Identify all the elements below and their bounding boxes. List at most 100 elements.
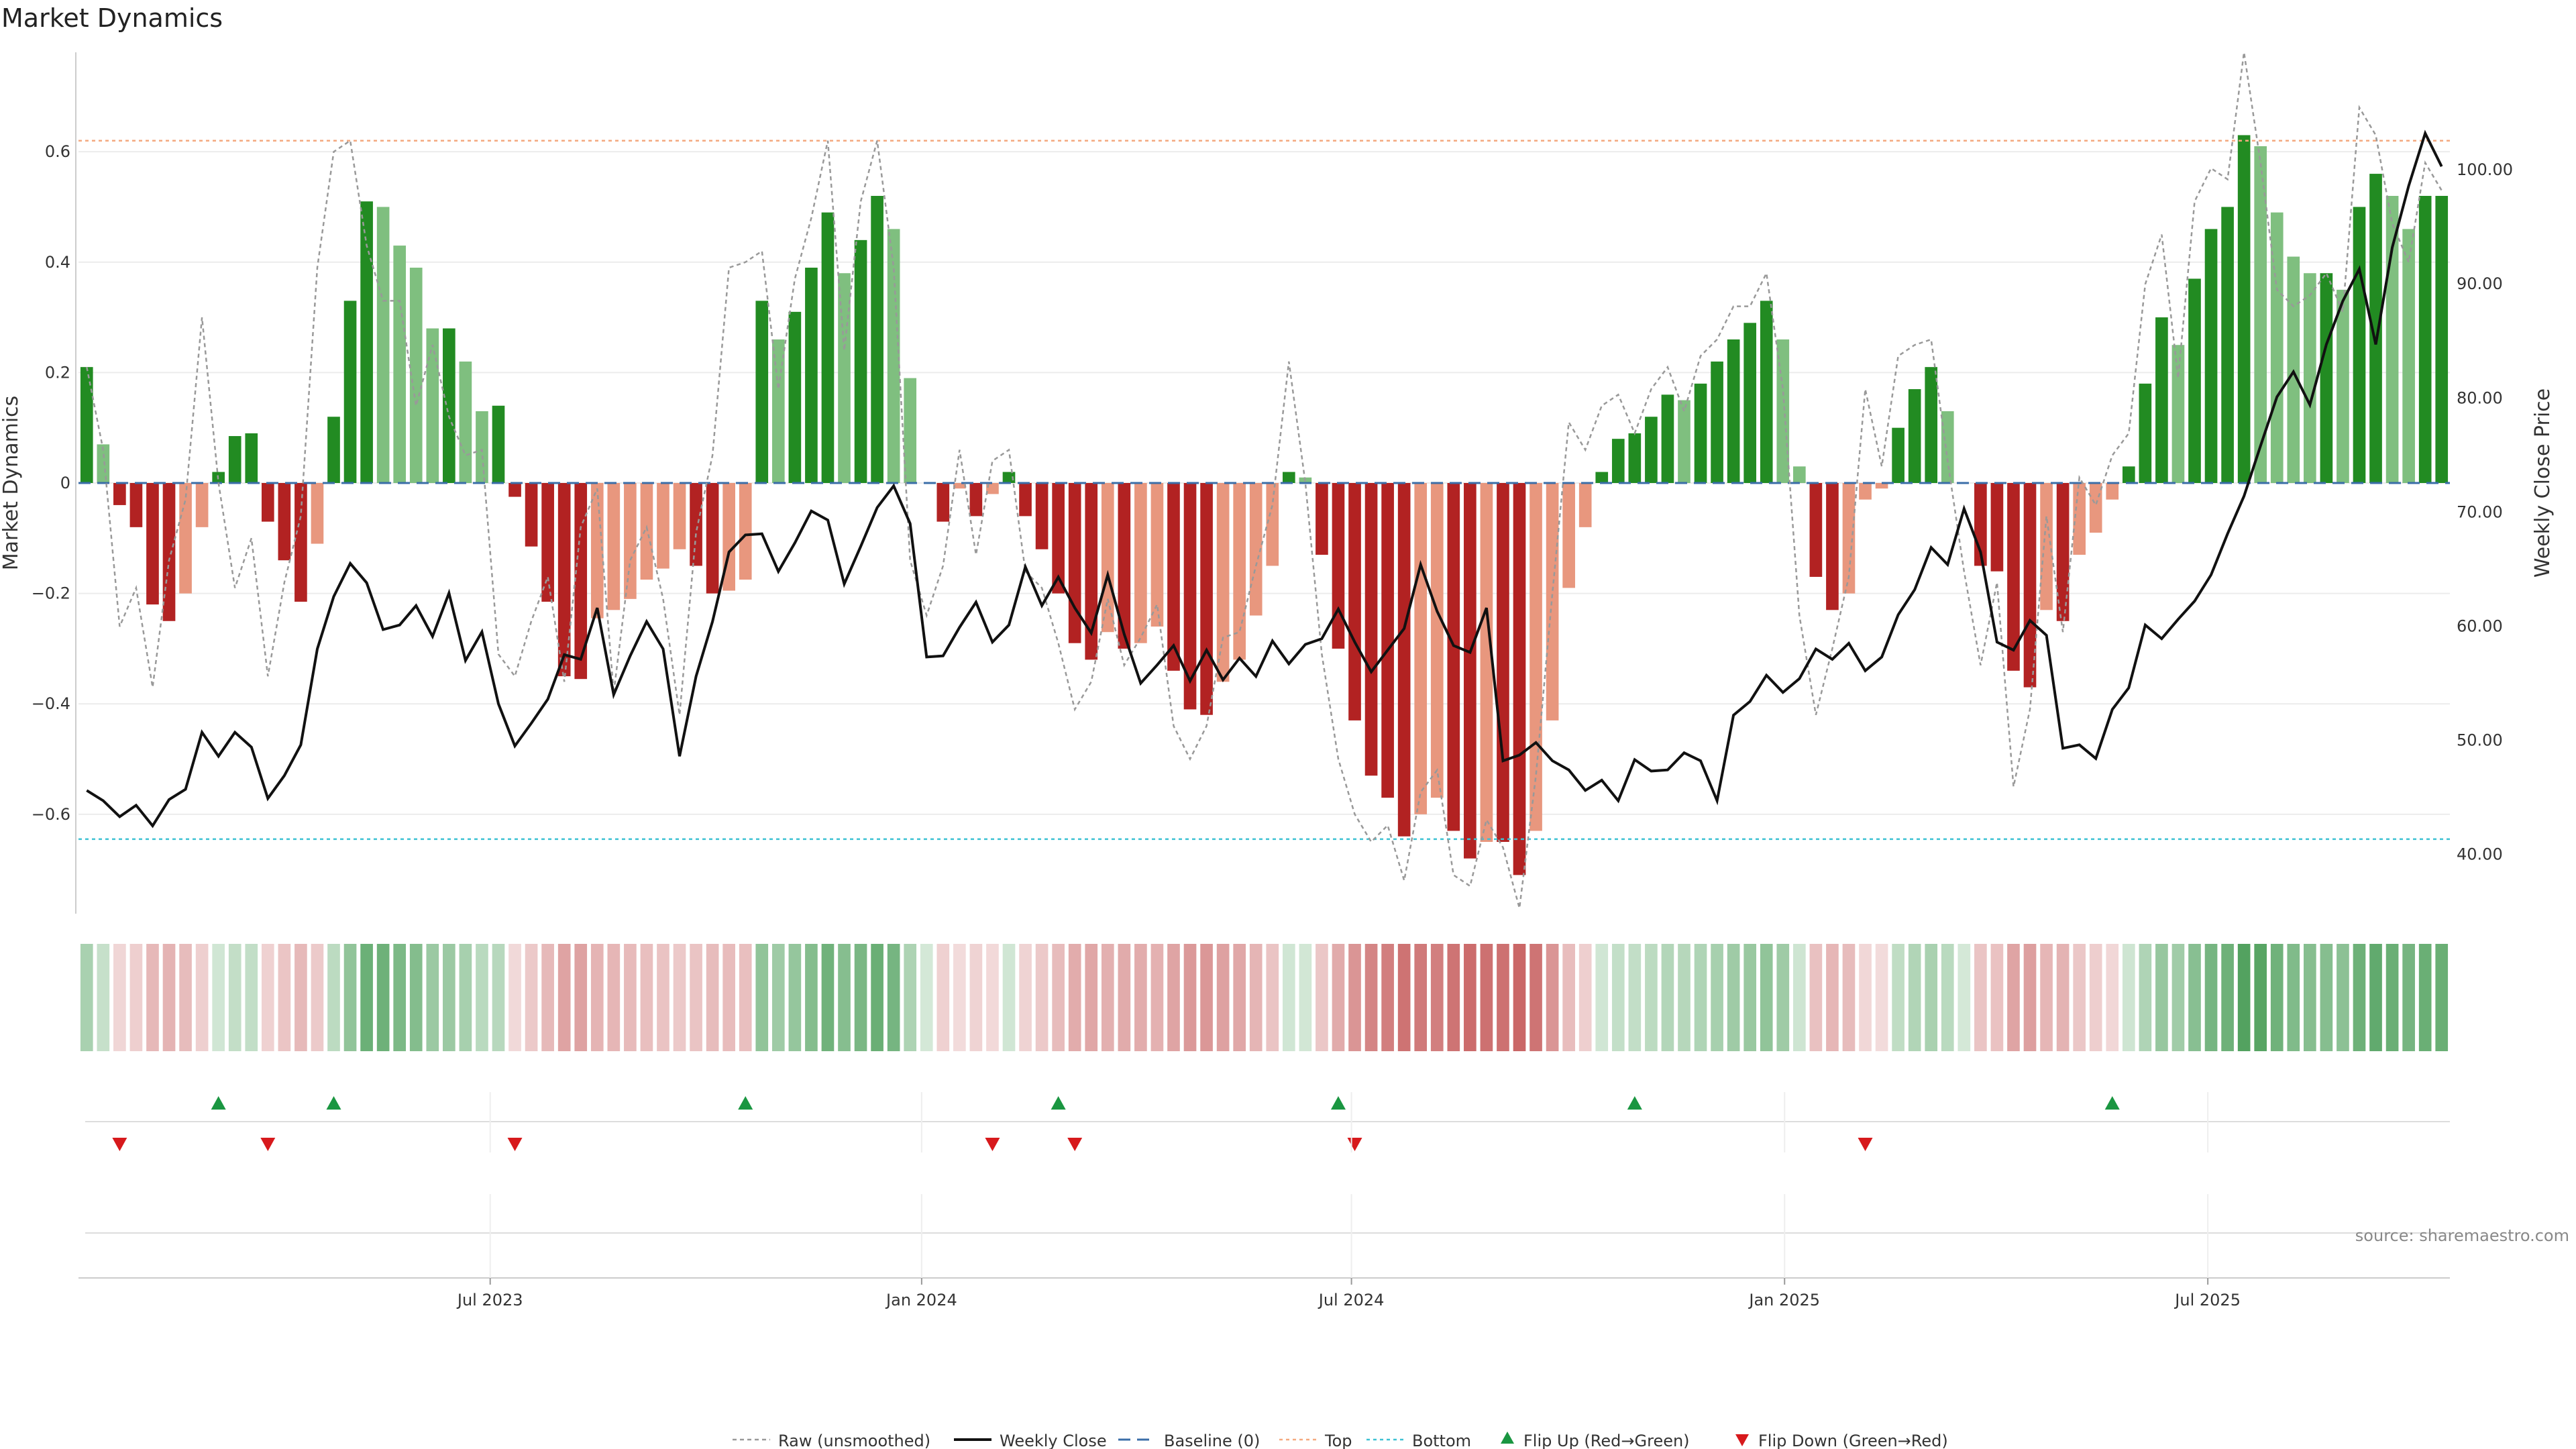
dynamics-bar	[2435, 196, 2449, 483]
heat-cell	[755, 944, 769, 1051]
dynamics-bar	[1859, 483, 1872, 500]
dynamics-bar	[1002, 472, 1016, 483]
y-tick-label: −0.4	[32, 694, 70, 713]
heat-cell	[476, 944, 488, 1051]
dynamics-bar	[557, 483, 571, 677]
heat-cell	[376, 944, 390, 1051]
dynamics-bar	[476, 411, 488, 483]
heat-cell	[195, 944, 209, 1051]
dynamics-bar	[294, 483, 307, 602]
legend-item-raw: Raw (unsmoothed)	[733, 1432, 930, 1449]
heat-cell	[343, 944, 357, 1051]
heat-cell	[1480, 944, 1493, 1051]
y2-tick-label: 80.00	[2457, 388, 2503, 407]
heat-cell	[1348, 944, 1361, 1051]
heat-cell	[1200, 944, 1213, 1051]
x-tick-label: Jan 2025	[1748, 1291, 1820, 1309]
raw-series-line	[86, 52, 2443, 909]
heat-cell	[1957, 944, 1971, 1051]
weekly-close-line	[86, 129, 2443, 828]
dynamics-bars	[80, 135, 2449, 875]
y2-tick-label: 90.00	[2457, 274, 2503, 293]
dynamics-bar	[129, 483, 143, 527]
heat-cell	[1990, 944, 2004, 1051]
reference-lines	[78, 140, 2450, 841]
heat-cell	[1793, 944, 1806, 1051]
heat-cell	[1332, 944, 1345, 1051]
heat-cell	[1529, 944, 1542, 1051]
heat-cell	[1892, 944, 1904, 1051]
dynamics-bar	[2188, 278, 2201, 483]
flip-up-marker	[211, 1096, 226, 1110]
heat-cell	[1216, 944, 1230, 1051]
dynamics-bar	[2204, 229, 2218, 483]
dynamics-bar	[2369, 174, 2382, 483]
heat-cell	[788, 944, 802, 1051]
flip-down-marker	[985, 1138, 1000, 1151]
heat-cell	[657, 944, 669, 1051]
heat-cell	[228, 944, 241, 1051]
heat-cell	[1002, 944, 1016, 1051]
heat-cell	[2353, 944, 2366, 1051]
dynamics-bar	[1019, 483, 1032, 517]
flip-down-marker	[260, 1138, 276, 1151]
dynamics-bar	[541, 483, 554, 602]
flip-up-marker	[2104, 1096, 2120, 1110]
dynamics-bar	[1134, 483, 1147, 643]
heat-strip	[80, 944, 2449, 1051]
heat-cell	[327, 944, 340, 1051]
heat-cell	[1925, 944, 1938, 1051]
heat-cell	[1611, 944, 1625, 1051]
legend-label: Flip Up (Red→Green)	[1523, 1432, 1690, 1449]
heat-cell	[2007, 944, 2020, 1051]
main-axes: −0.6 −0.4 −0.2 0 0.2 0.4 0.6 40.00 50.00 60.00 70.…	[0, 52, 2555, 914]
heat-cell	[706, 944, 719, 1051]
dynamics-bar	[2171, 345, 2185, 483]
heat-cell	[607, 944, 621, 1051]
flip-down-marker	[1858, 1138, 1873, 1151]
heat-cell	[1776, 944, 1790, 1051]
dynamics-bar	[2337, 289, 2349, 483]
dynamics-bar	[1035, 483, 1049, 549]
dynamics-bar	[2385, 196, 2399, 483]
flip-up-marker	[738, 1096, 753, 1110]
heat-cell	[294, 944, 307, 1051]
heat-cell	[854, 944, 867, 1051]
heat-cell	[1941, 944, 1954, 1051]
dynamics-bar	[1513, 483, 1526, 875]
dynamics-bar	[1743, 323, 1757, 483]
dynamics-bar	[278, 483, 291, 561]
dynamics-bar	[2254, 146, 2267, 483]
x-tick-label: Jan 2024	[885, 1291, 957, 1309]
heat-cell	[1167, 944, 1180, 1051]
heat-cell	[1464, 944, 1477, 1051]
dynamics-bar	[113, 483, 126, 505]
legend-item-up: Flip Up (Red→Green)	[1501, 1432, 1690, 1449]
dynamics-bar	[1661, 394, 1674, 483]
dynamics-bar	[343, 301, 357, 483]
dynamics-bar	[607, 483, 621, 610]
dynamics-bar	[755, 301, 769, 483]
heat-cell	[2089, 944, 2102, 1051]
heat-cell	[1068, 944, 1081, 1051]
dynamics-bar	[1776, 339, 1790, 483]
heat-cell	[920, 944, 933, 1051]
heat-cell	[1414, 944, 1428, 1051]
heat-cell	[1085, 944, 1098, 1051]
heat-cell	[1364, 944, 1378, 1051]
dynamics-bar	[2139, 383, 2152, 483]
dynamics-bar	[195, 483, 209, 527]
dynamics-bar	[771, 339, 785, 483]
heat-cell	[1595, 944, 1609, 1051]
heat-cell	[2270, 944, 2284, 1051]
dynamics-bar	[2056, 483, 2070, 621]
flip-up-marker	[326, 1096, 341, 1110]
heat-cell	[508, 944, 521, 1051]
dynamics-bar	[657, 483, 669, 569]
heat-cell	[690, 944, 702, 1051]
dynamics-bar	[1925, 367, 1938, 483]
dynamics-bar	[2040, 483, 2053, 610]
dynamics-bar	[624, 483, 637, 599]
legend-item-down: Flip Down (Green→Red)	[1735, 1432, 1948, 1449]
